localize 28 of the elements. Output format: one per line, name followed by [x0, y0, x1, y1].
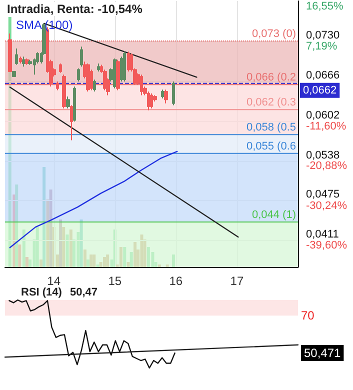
chart-title: RSI (14) [21, 286, 62, 298]
ref-line-label: 0,0662 [303, 84, 337, 96]
x-tick-label: 16 [169, 274, 183, 288]
ref-line-label: 0,073 (0) [252, 28, 296, 40]
ref-line-label: 0,044 (1) [252, 209, 296, 222]
y2-tick-label: 7,19% [306, 40, 338, 52]
x-tick-label: 15 [108, 274, 122, 288]
ref-line-label: 0,055 (0.6 [246, 140, 296, 152]
y2-tick-label: -20,88% [306, 160, 348, 172]
y-tick-label: 0,0538 [306, 149, 340, 162]
y-tick-label: 0,0411 [306, 228, 339, 241]
y-tick-label: 0,0602 [306, 109, 340, 122]
y-tick-label: 0,0475 [306, 188, 340, 201]
y-tick-label: 0,0666 [306, 69, 340, 82]
ref-line-label: 0,062 (0.3 [246, 96, 296, 109]
y2-tick-label: -39,60% [306, 240, 348, 252]
y2-tick-label: 16,55% [306, 0, 344, 12]
x-tick-label: 14 [47, 274, 61, 288]
y2-tick-label: -11,60% [306, 120, 346, 132]
chart-title: Intradia, Renta: -10,54% [7, 2, 143, 16]
ref-line-label: 0,058 (0.5 [246, 122, 296, 134]
ref-line-label: 0,066 (0.2 [246, 72, 296, 84]
y-tick-label: 0,0730 [306, 29, 340, 42]
text: 50,471 [304, 346, 342, 360]
y2-tick-label: -30,24% [306, 200, 348, 212]
text: 50,47 [70, 286, 98, 298]
text: 70 [301, 308, 315, 323]
x-tick-label: 17 [230, 274, 244, 288]
